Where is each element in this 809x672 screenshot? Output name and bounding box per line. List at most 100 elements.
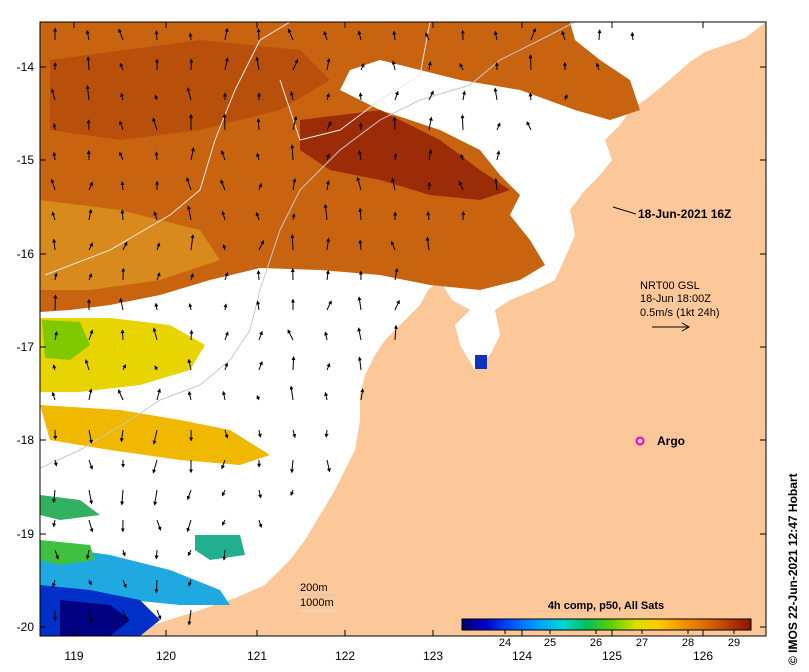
current-arrow [152, 327, 158, 341]
current-arrow [154, 549, 159, 560]
current-arrow [394, 90, 399, 101]
current-arrow [427, 61, 432, 71]
credit-label: © IMOS 22-Jun-2021 12:47 Hobart [786, 473, 800, 665]
lon-tick-label: 124 [512, 649, 532, 663]
timestamp-pointer [612, 206, 637, 215]
current-arrow [595, 62, 600, 71]
current-arrow [357, 327, 362, 341]
current-arrow [326, 153, 330, 161]
current-arrow [52, 238, 57, 251]
current-arrow [222, 244, 227, 251]
lon-tick-label: 121 [247, 649, 267, 663]
current-arrow [292, 429, 297, 439]
current-arrow [394, 299, 400, 311]
argo-float-icon [635, 436, 645, 446]
colorbar [461, 618, 752, 631]
current-arrow [258, 240, 264, 251]
current-arrow [257, 429, 262, 438]
sst-teal-patch [195, 535, 245, 560]
current-arrow [88, 459, 94, 470]
current-arrow [50, 88, 56, 101]
current-arrow [121, 549, 126, 557]
current-arrow [493, 87, 498, 101]
current-arrow [255, 211, 260, 221]
current-arrow [459, 63, 464, 71]
current-arrow [291, 356, 296, 371]
current-arrow [88, 181, 93, 191]
current-arrow [224, 429, 229, 439]
sst-hot-core [300, 110, 510, 200]
current-arrow [85, 549, 90, 560]
current-arrow [120, 181, 125, 191]
current-arrow [496, 122, 501, 131]
current-arrow [258, 330, 263, 341]
current-arrow [117, 389, 124, 401]
current-arrow [153, 489, 158, 506]
current-arrow [88, 273, 93, 281]
current-arrow [526, 121, 532, 131]
current-arrow [458, 180, 464, 191]
current-arrow [360, 63, 365, 71]
colorbar-tick-label: 27 [636, 637, 648, 649]
current-arrow [88, 329, 94, 341]
sst-mid-band [40, 200, 220, 290]
current-arrow [88, 388, 93, 401]
current-arrow [462, 90, 467, 101]
current-arrow [357, 150, 362, 161]
current-arrow [53, 459, 58, 467]
current-arrow [289, 385, 294, 401]
current-arrow [224, 362, 229, 371]
contour-legend-200: 200m [300, 582, 328, 594]
current-arrow [221, 459, 226, 470]
current-arrow [392, 30, 397, 41]
current-arrow [119, 151, 124, 161]
current-arrow [426, 211, 431, 221]
current-arrow [326, 57, 331, 71]
lat-tick-label: -16 [17, 247, 35, 261]
current-arrow [190, 147, 195, 161]
colorbar-tick-label: 26 [590, 637, 602, 649]
current-arrow [119, 62, 124, 71]
lon-tick-label: 126 [693, 649, 713, 663]
lat-tick-label: -17 [17, 340, 35, 354]
current-arrow [393, 324, 398, 341]
current-arrow [51, 211, 56, 221]
current-arrow [292, 178, 297, 191]
current-arrow [122, 241, 128, 251]
current-arrow [428, 116, 433, 131]
current-arrow [258, 519, 263, 529]
timestamp-label: 18-Jun-2021 16Z [638, 207, 731, 221]
lat-tick-label: -19 [17, 527, 35, 541]
current-arrow [323, 203, 328, 221]
current-arrow [290, 144, 295, 161]
current-arrow [52, 519, 57, 528]
current-time-label: 18-Jun 18:00Z [640, 293, 711, 305]
current-arrow [120, 92, 125, 101]
current-arrow [152, 117, 158, 131]
current-arrow [493, 30, 498, 41]
current-arrow [188, 32, 193, 41]
current-arrow [292, 58, 299, 71]
current-arrow [152, 429, 158, 445]
current-arrow [187, 358, 192, 371]
current-arrow [494, 177, 499, 191]
lon-tick-label: 120 [156, 649, 176, 663]
current-arrow [88, 519, 94, 533]
current-arrow [223, 303, 228, 311]
current-arrow [88, 489, 93, 505]
contour-1000m [44, 22, 431, 276]
current-arrow [88, 242, 93, 251]
current-arrow [258, 183, 263, 191]
current-arrow [189, 329, 194, 341]
current-arrow [54, 549, 59, 560]
current-arrow [156, 242, 161, 251]
current-arrow [156, 272, 161, 281]
current-arrow [224, 27, 229, 41]
current-arrow [597, 29, 602, 41]
current-arrow [530, 27, 537, 41]
current-arrow [391, 60, 396, 71]
current-arrow [120, 489, 125, 506]
lon-tick-label: 122 [335, 649, 355, 663]
lon-tick-label: 125 [602, 649, 622, 663]
